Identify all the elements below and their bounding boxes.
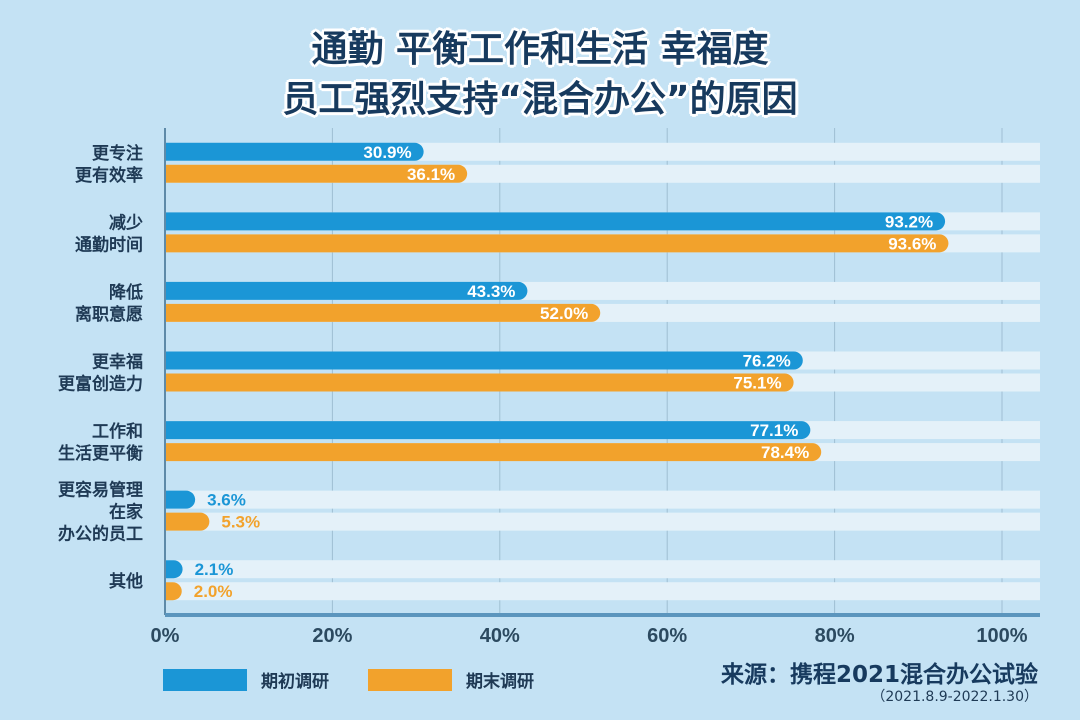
category-label: 减少 [109, 212, 143, 233]
bar-track [166, 490, 1040, 509]
x-tick-label: 60% [647, 625, 687, 647]
legend-item-series2: 期末调研 [368, 667, 534, 692]
category-label: 更富创造力 [58, 374, 143, 395]
category-label: 更幸福 [92, 352, 143, 373]
bar-series1 [166, 212, 946, 231]
category-label: 更专注 [92, 143, 143, 164]
legend-item-series1: 期初调研 [163, 667, 329, 692]
value-label: 75.1% [733, 374, 781, 393]
bar-series1 [166, 351, 803, 370]
bar-track [166, 560, 1040, 579]
category-label: 更容易管理 [58, 480, 143, 501]
x-tick-label: 100% [976, 625, 1027, 647]
value-label: 52.0% [540, 304, 588, 323]
value-label: 2.1% [195, 560, 234, 579]
legend-swatch-orange [368, 668, 452, 691]
bar-series2 [166, 443, 822, 462]
category-label: 通勤时间 [75, 234, 143, 255]
category-label: 生活更平衡 [58, 443, 143, 464]
bar-series2 [166, 303, 601, 322]
bar-series1 [166, 490, 196, 509]
value-label: 76.2% [743, 352, 791, 371]
legend-swatch-blue [163, 668, 247, 691]
value-label: 43.3% [467, 282, 515, 301]
chart-subtitle: 员工强烈支持“混合办公”的原因 [282, 79, 798, 120]
value-label: 2.0% [194, 582, 233, 601]
value-label: 3.6% [207, 491, 246, 510]
category-label: 离职意愿 [75, 304, 143, 325]
value-label: 77.1% [750, 421, 798, 440]
bar-series1 [166, 421, 811, 440]
x-tick-label: 40% [480, 625, 520, 647]
x-tick-label: 20% [312, 625, 352, 647]
source-date-range: （2021.8.9-2022.1.30） [871, 689, 1038, 705]
legend-label: 期末调研 [466, 672, 534, 692]
x-tick-label: 80% [815, 625, 855, 647]
category-label: 在家 [109, 502, 143, 523]
category-label: 其他 [109, 571, 143, 592]
category-label: 办公的员工 [58, 524, 143, 545]
bar-series2 [166, 582, 182, 601]
category-label: 更有效率 [75, 165, 143, 186]
bar-track [166, 582, 1040, 601]
value-label: 30.9% [363, 143, 411, 162]
chart-title: 通勤 平衡工作和生活 幸福度 [311, 29, 769, 70]
value-label: 5.3% [221, 513, 260, 532]
value-label: 36.1% [407, 165, 455, 184]
x-tick-label: 0% [151, 625, 180, 647]
bar-series1 [166, 142, 424, 161]
value-label: 78.4% [761, 443, 809, 462]
bar-series2 [166, 373, 794, 392]
bar-series2 [166, 234, 949, 253]
value-label: 93.6% [888, 234, 936, 253]
bar-series1 [166, 281, 528, 300]
bar-track [166, 512, 1040, 531]
bar-series1 [166, 560, 183, 579]
legend-label: 期初调研 [261, 672, 329, 692]
bar-series2 [166, 164, 468, 183]
category-label: 工作和 [92, 421, 143, 442]
category-label: 降低 [109, 282, 143, 303]
source-text: 来源：携程2021混合办公试验 [720, 662, 1038, 688]
value-label: 93.2% [885, 212, 933, 231]
bar-series2 [166, 512, 210, 531]
